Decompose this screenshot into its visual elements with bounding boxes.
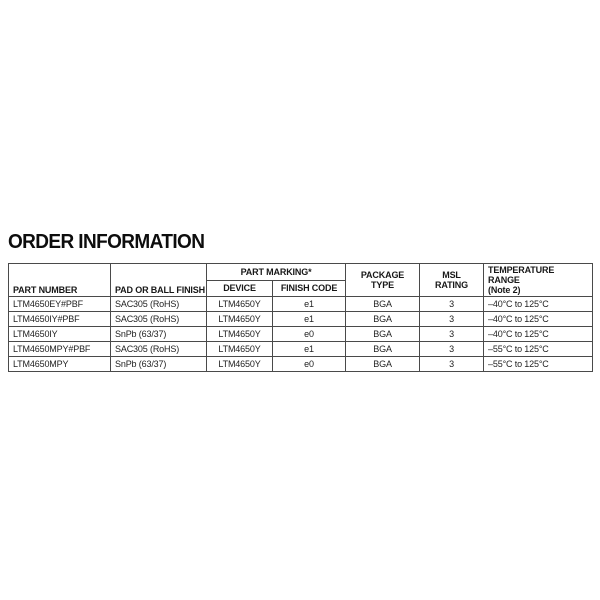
- cell-package-type: BGA: [345, 356, 421, 372]
- cell-temperature-range: –40°C to 125°C: [483, 296, 594, 312]
- cell-part-number: LTM4650MPY: [8, 356, 111, 372]
- column-header-finish-code: FINISH CODE: [271, 279, 347, 297]
- column-header-temperature-range: TEMPERATURE RANGE (Note 2): [483, 263, 594, 297]
- cell-part-number: LTM4650IY#PBF: [8, 311, 111, 327]
- cell-finish-code: e1: [271, 311, 347, 327]
- cell-part-number: LTM4650MPY#PBF: [8, 341, 111, 357]
- table-row: LTM4650MPY SnPb (63/37) LTM4650Y e0 BGA …: [8, 356, 594, 372]
- section-title: ORDER INFORMATION: [8, 231, 205, 254]
- column-header-pad-or-ball-finish: PAD OR BALL FINISH: [110, 263, 207, 297]
- cell-msl-rating: 3: [419, 311, 485, 327]
- cell-msl-rating: 3: [419, 296, 485, 312]
- cell-device: LTM4650Y: [206, 341, 273, 357]
- cell-temperature-range: –40°C to 125°C: [483, 326, 594, 342]
- table-row: LTM4650IY#PBF SAC305 (RoHS) LTM4650Y e1 …: [8, 311, 594, 327]
- cell-temperature-range: –55°C to 125°C: [483, 356, 594, 372]
- table-body: LTM4650EY#PBF SAC305 (RoHS) LTM4650Y e1 …: [8, 296, 594, 372]
- table-row: LTM4650MPY#PBF SAC305 (RoHS) LTM4650Y e1…: [8, 341, 594, 357]
- cell-device: LTM4650Y: [206, 326, 273, 342]
- cell-msl-rating: 3: [419, 341, 485, 357]
- cell-finish-code: e0: [271, 356, 347, 372]
- table-row: LTM4650EY#PBF SAC305 (RoHS) LTM4650Y e1 …: [8, 296, 594, 312]
- cell-pad-or-ball-finish: SAC305 (RoHS): [110, 311, 207, 327]
- cell-pad-or-ball-finish: SAC305 (RoHS): [110, 296, 207, 312]
- header-row-sub: DEVICE FINISH CODE: [9, 279, 593, 297]
- cell-device: LTM4650Y: [206, 356, 273, 372]
- cell-device: LTM4650Y: [206, 296, 273, 312]
- cell-package-type: BGA: [345, 326, 421, 342]
- column-header-part-marking: PART MARKING*: [205, 263, 347, 281]
- column-header-msl-rating: MSL RATING: [419, 263, 485, 297]
- cell-pad-or-ball-finish: SnPb (63/37): [110, 326, 207, 342]
- cell-temperature-range: –55°C to 125°C: [483, 341, 594, 357]
- cell-finish-code: e1: [271, 296, 347, 312]
- cell-temperature-range: –40°C to 125°C: [483, 311, 594, 327]
- table-header: PART NUMBER PAD OR BALL FINISH PART MARK…: [8, 263, 594, 297]
- cell-package-type: BGA: [345, 341, 421, 357]
- cell-finish-code: e1: [271, 341, 347, 357]
- cell-package-type: BGA: [345, 296, 421, 312]
- table-row: LTM4650IY SnPb (63/37) LTM4650Y e0 BGA 3…: [8, 326, 594, 342]
- column-header-package-type: PACKAGE TYPE: [345, 263, 421, 297]
- cell-part-number: LTM4650IY: [8, 326, 111, 342]
- order-information-table: PART NUMBER PAD OR BALL FINISH PART MARK…: [8, 263, 594, 372]
- cell-package-type: BGA: [345, 311, 421, 327]
- cell-finish-code: e0: [271, 326, 347, 342]
- column-header-part-number: PART NUMBER: [8, 263, 111, 297]
- header-row-top: PART NUMBER PAD OR BALL FINISH PART MARK…: [8, 263, 594, 297]
- cell-pad-or-ball-finish: SAC305 (RoHS): [110, 341, 207, 357]
- column-header-device: DEVICE: [206, 279, 273, 297]
- cell-msl-rating: 3: [419, 356, 485, 372]
- cell-part-number: LTM4650EY#PBF: [8, 296, 111, 312]
- cell-device: LTM4650Y: [206, 311, 273, 327]
- cell-pad-or-ball-finish: SnPb (63/37): [110, 356, 207, 372]
- cell-msl-rating: 3: [419, 326, 485, 342]
